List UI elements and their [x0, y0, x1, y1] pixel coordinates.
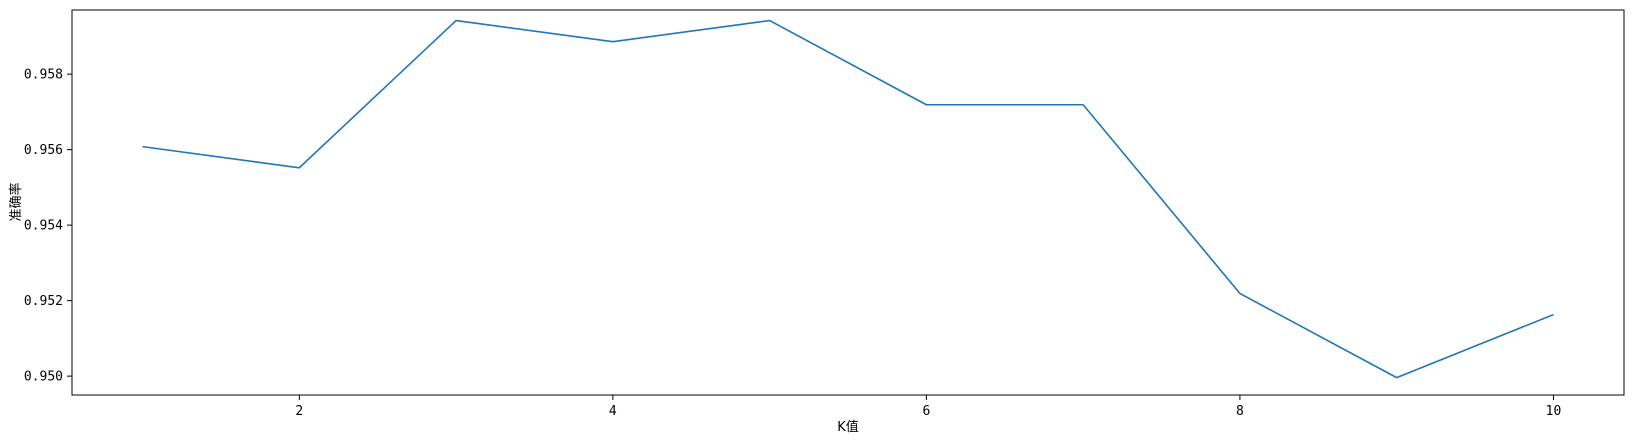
data-point — [611, 40, 615, 44]
x-tick-label: 4 — [609, 404, 617, 419]
y-tick-label: 0.954 — [24, 219, 63, 234]
data-point — [297, 166, 301, 170]
data-point — [1551, 313, 1555, 317]
data-point — [1238, 291, 1242, 295]
y-tick-label: 0.958 — [24, 68, 63, 83]
series-line — [142, 19, 1554, 379]
y-tick-label: 0.952 — [24, 294, 63, 309]
data-point — [454, 19, 458, 23]
data-point — [768, 19, 772, 23]
x-axis-ticks: 2 4 6 8 10 — [295, 395, 1561, 419]
x-tick-label: 10 — [1546, 404, 1562, 419]
y-axis-ticks: 0.950 0.952 0.954 0.956 0.958 — [24, 68, 72, 385]
x-tick-label: 6 — [922, 404, 930, 419]
x-tick-label: 8 — [1236, 404, 1244, 419]
data-point — [924, 103, 928, 107]
x-axis-label: K值 — [837, 419, 859, 435]
y-axis-label: 准确率 — [8, 182, 24, 221]
data-point — [141, 145, 145, 149]
y-tick-label: 0.950 — [24, 370, 63, 385]
y-tick-label: 0.956 — [24, 143, 63, 158]
plot-area — [72, 10, 1624, 395]
data-point — [1081, 103, 1085, 107]
plot-frame — [71, 9, 1625, 396]
x-tick-label: 2 — [295, 404, 303, 419]
series-lines — [141, 19, 1555, 380]
data-point — [1395, 376, 1399, 380]
